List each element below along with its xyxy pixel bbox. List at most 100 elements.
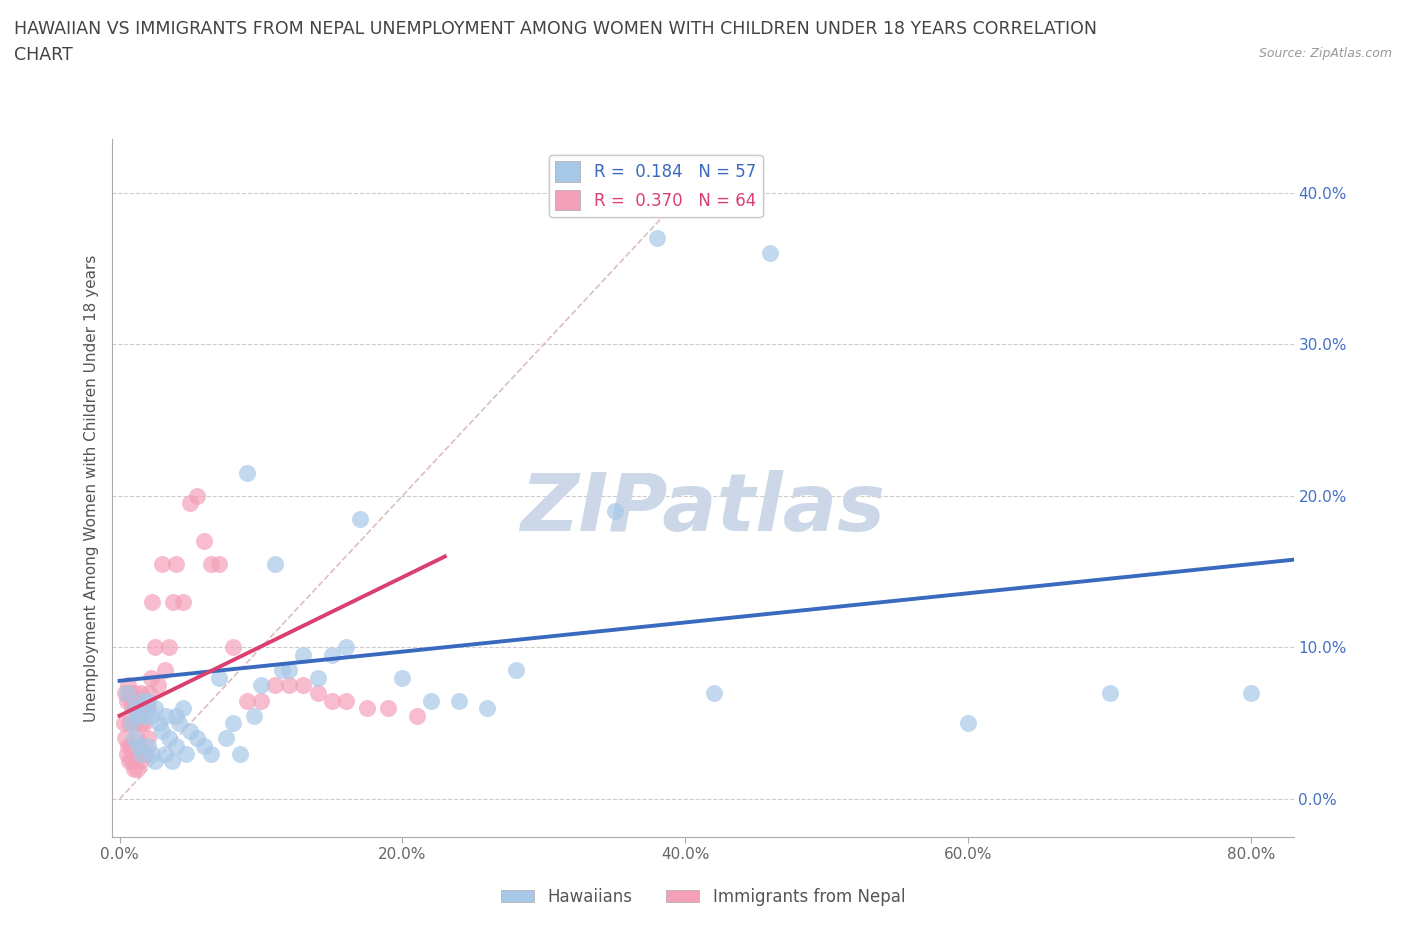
Point	[703, 685, 725, 700]
Point	[391, 671, 413, 685]
Point	[139, 709, 162, 724]
Point	[125, 709, 148, 724]
Point	[505, 663, 527, 678]
Point	[214, 731, 236, 746]
Point	[200, 557, 222, 572]
Point	[759, 246, 782, 260]
Text: Source: ZipAtlas.com: Source: ZipAtlas.com	[1258, 46, 1392, 60]
Point	[162, 594, 184, 609]
Point	[186, 488, 208, 503]
Point	[193, 738, 215, 753]
Point	[278, 678, 301, 693]
Point	[165, 709, 187, 724]
Point	[236, 466, 259, 481]
Point	[122, 700, 145, 715]
Point	[124, 738, 146, 753]
Point	[278, 663, 301, 678]
Point	[193, 534, 215, 549]
Point	[165, 738, 187, 753]
Point	[143, 753, 166, 768]
Point	[150, 557, 173, 572]
Point	[131, 700, 153, 715]
Point	[335, 693, 357, 708]
Point	[207, 671, 229, 685]
Point	[349, 512, 371, 526]
Point	[115, 685, 138, 700]
Point	[143, 640, 166, 655]
Point	[114, 731, 136, 746]
Point	[172, 700, 194, 715]
Point	[129, 746, 152, 761]
Point	[356, 700, 378, 715]
Point	[136, 731, 159, 746]
Point	[136, 693, 159, 708]
Point	[271, 663, 294, 678]
Point	[250, 693, 273, 708]
Point	[307, 685, 329, 700]
Point	[122, 716, 145, 731]
Point	[127, 746, 149, 761]
Point	[122, 685, 145, 700]
Point	[157, 731, 180, 746]
Y-axis label: Unemployment Among Women with Children Under 18 years: Unemployment Among Women with Children U…	[83, 255, 98, 722]
Point	[307, 671, 329, 685]
Point	[292, 678, 315, 693]
Point	[118, 685, 141, 700]
Point	[165, 557, 187, 572]
Point	[122, 762, 145, 777]
Text: HAWAIIAN VS IMMIGRANTS FROM NEPAL UNEMPLOYMENT AMONG WOMEN WITH CHILDREN UNDER 1: HAWAIIAN VS IMMIGRANTS FROM NEPAL UNEMPL…	[14, 20, 1097, 38]
Point	[155, 709, 177, 724]
Point	[120, 716, 142, 731]
Point	[117, 738, 139, 753]
Point	[114, 685, 136, 700]
Point	[264, 678, 287, 693]
Point	[167, 716, 190, 731]
Point	[112, 716, 135, 731]
Point	[477, 700, 499, 715]
Point	[207, 557, 229, 572]
Point	[153, 663, 176, 678]
Point	[129, 753, 152, 768]
Point	[243, 709, 266, 724]
Point	[129, 693, 152, 708]
Point	[186, 731, 208, 746]
Point	[419, 693, 441, 708]
Point	[250, 678, 273, 693]
Point	[129, 685, 152, 700]
Point	[122, 731, 145, 746]
Point	[236, 693, 259, 708]
Point	[645, 231, 668, 246]
Point	[134, 709, 156, 724]
Point	[118, 753, 141, 768]
Point	[148, 716, 170, 731]
Point	[377, 700, 399, 715]
Point	[160, 753, 183, 768]
Point	[1240, 685, 1263, 700]
Point	[115, 746, 138, 761]
Point	[127, 693, 149, 708]
Point	[157, 640, 180, 655]
Point	[125, 762, 148, 777]
Point	[146, 678, 169, 693]
Point	[136, 700, 159, 715]
Point	[229, 746, 252, 761]
Point	[124, 693, 146, 708]
Point	[1098, 685, 1121, 700]
Point	[125, 731, 148, 746]
Point	[222, 640, 245, 655]
Point	[335, 640, 357, 655]
Point	[264, 557, 287, 572]
Point	[136, 738, 159, 753]
Point	[405, 709, 427, 724]
Point	[125, 700, 148, 715]
Point	[200, 746, 222, 761]
Point	[132, 716, 155, 731]
Point	[141, 594, 163, 609]
Point	[172, 594, 194, 609]
Point	[141, 746, 163, 761]
Point	[447, 693, 470, 708]
Point	[120, 693, 142, 708]
Point	[174, 746, 197, 761]
Text: CHART: CHART	[14, 46, 73, 64]
Point	[127, 738, 149, 753]
